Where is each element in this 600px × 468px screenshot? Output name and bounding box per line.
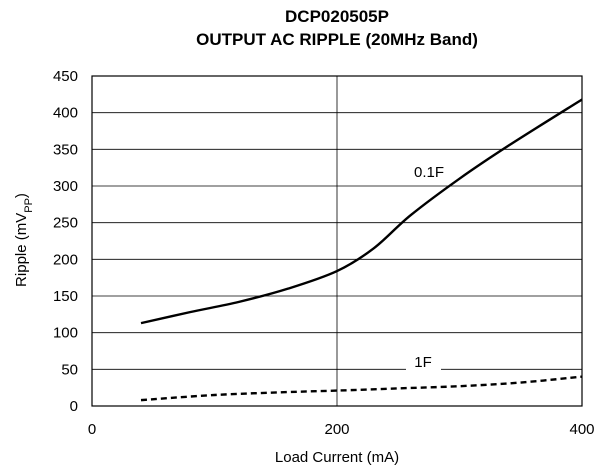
y-axis-label-subscript: PP xyxy=(23,198,35,213)
y-tick-label: 450 xyxy=(53,68,78,85)
y-tick-labels: 0 50 100 150 200 250 300 350 400 450 xyxy=(53,68,78,415)
y-tick-label: 100 xyxy=(53,325,78,342)
x-tick-labels: 0 200 400 xyxy=(88,421,595,438)
y-tick-label: 0 xyxy=(70,398,78,415)
y-axis-label-prefix: Ripple (mV xyxy=(13,213,30,287)
y-axis-label-suffix: ) xyxy=(13,193,30,198)
series-label-1-background xyxy=(406,352,441,370)
series-line-1 xyxy=(140,375,583,402)
series-group xyxy=(140,98,583,402)
x-tick-label: 400 xyxy=(569,421,594,438)
x-tick-label: 0 xyxy=(88,421,96,438)
y-tick-label: 350 xyxy=(53,141,78,158)
grid xyxy=(92,76,582,406)
y-tick-label: 300 xyxy=(53,178,78,195)
y-tick-label: 50 xyxy=(61,361,78,378)
y-tick-label: 250 xyxy=(53,215,78,232)
series-line-0 xyxy=(140,98,583,325)
x-axis-label: Load Current (mA) xyxy=(275,449,399,466)
y-tick-label: 400 xyxy=(53,105,78,122)
chart-title: DCP020505P xyxy=(285,7,389,26)
series-label-1: 1F xyxy=(414,354,432,371)
chart-subtitle: OUTPUT AC RIPPLE (20MHz Band) xyxy=(196,30,478,49)
y-tick-label: 150 xyxy=(53,288,78,305)
plot-frame xyxy=(91,75,583,407)
y-tick-label: 200 xyxy=(53,251,78,268)
y-axis-label: Ripple (mVPP) xyxy=(13,193,35,287)
x-tick-label: 200 xyxy=(324,421,349,438)
series-label-0: 0.1F xyxy=(414,164,444,181)
